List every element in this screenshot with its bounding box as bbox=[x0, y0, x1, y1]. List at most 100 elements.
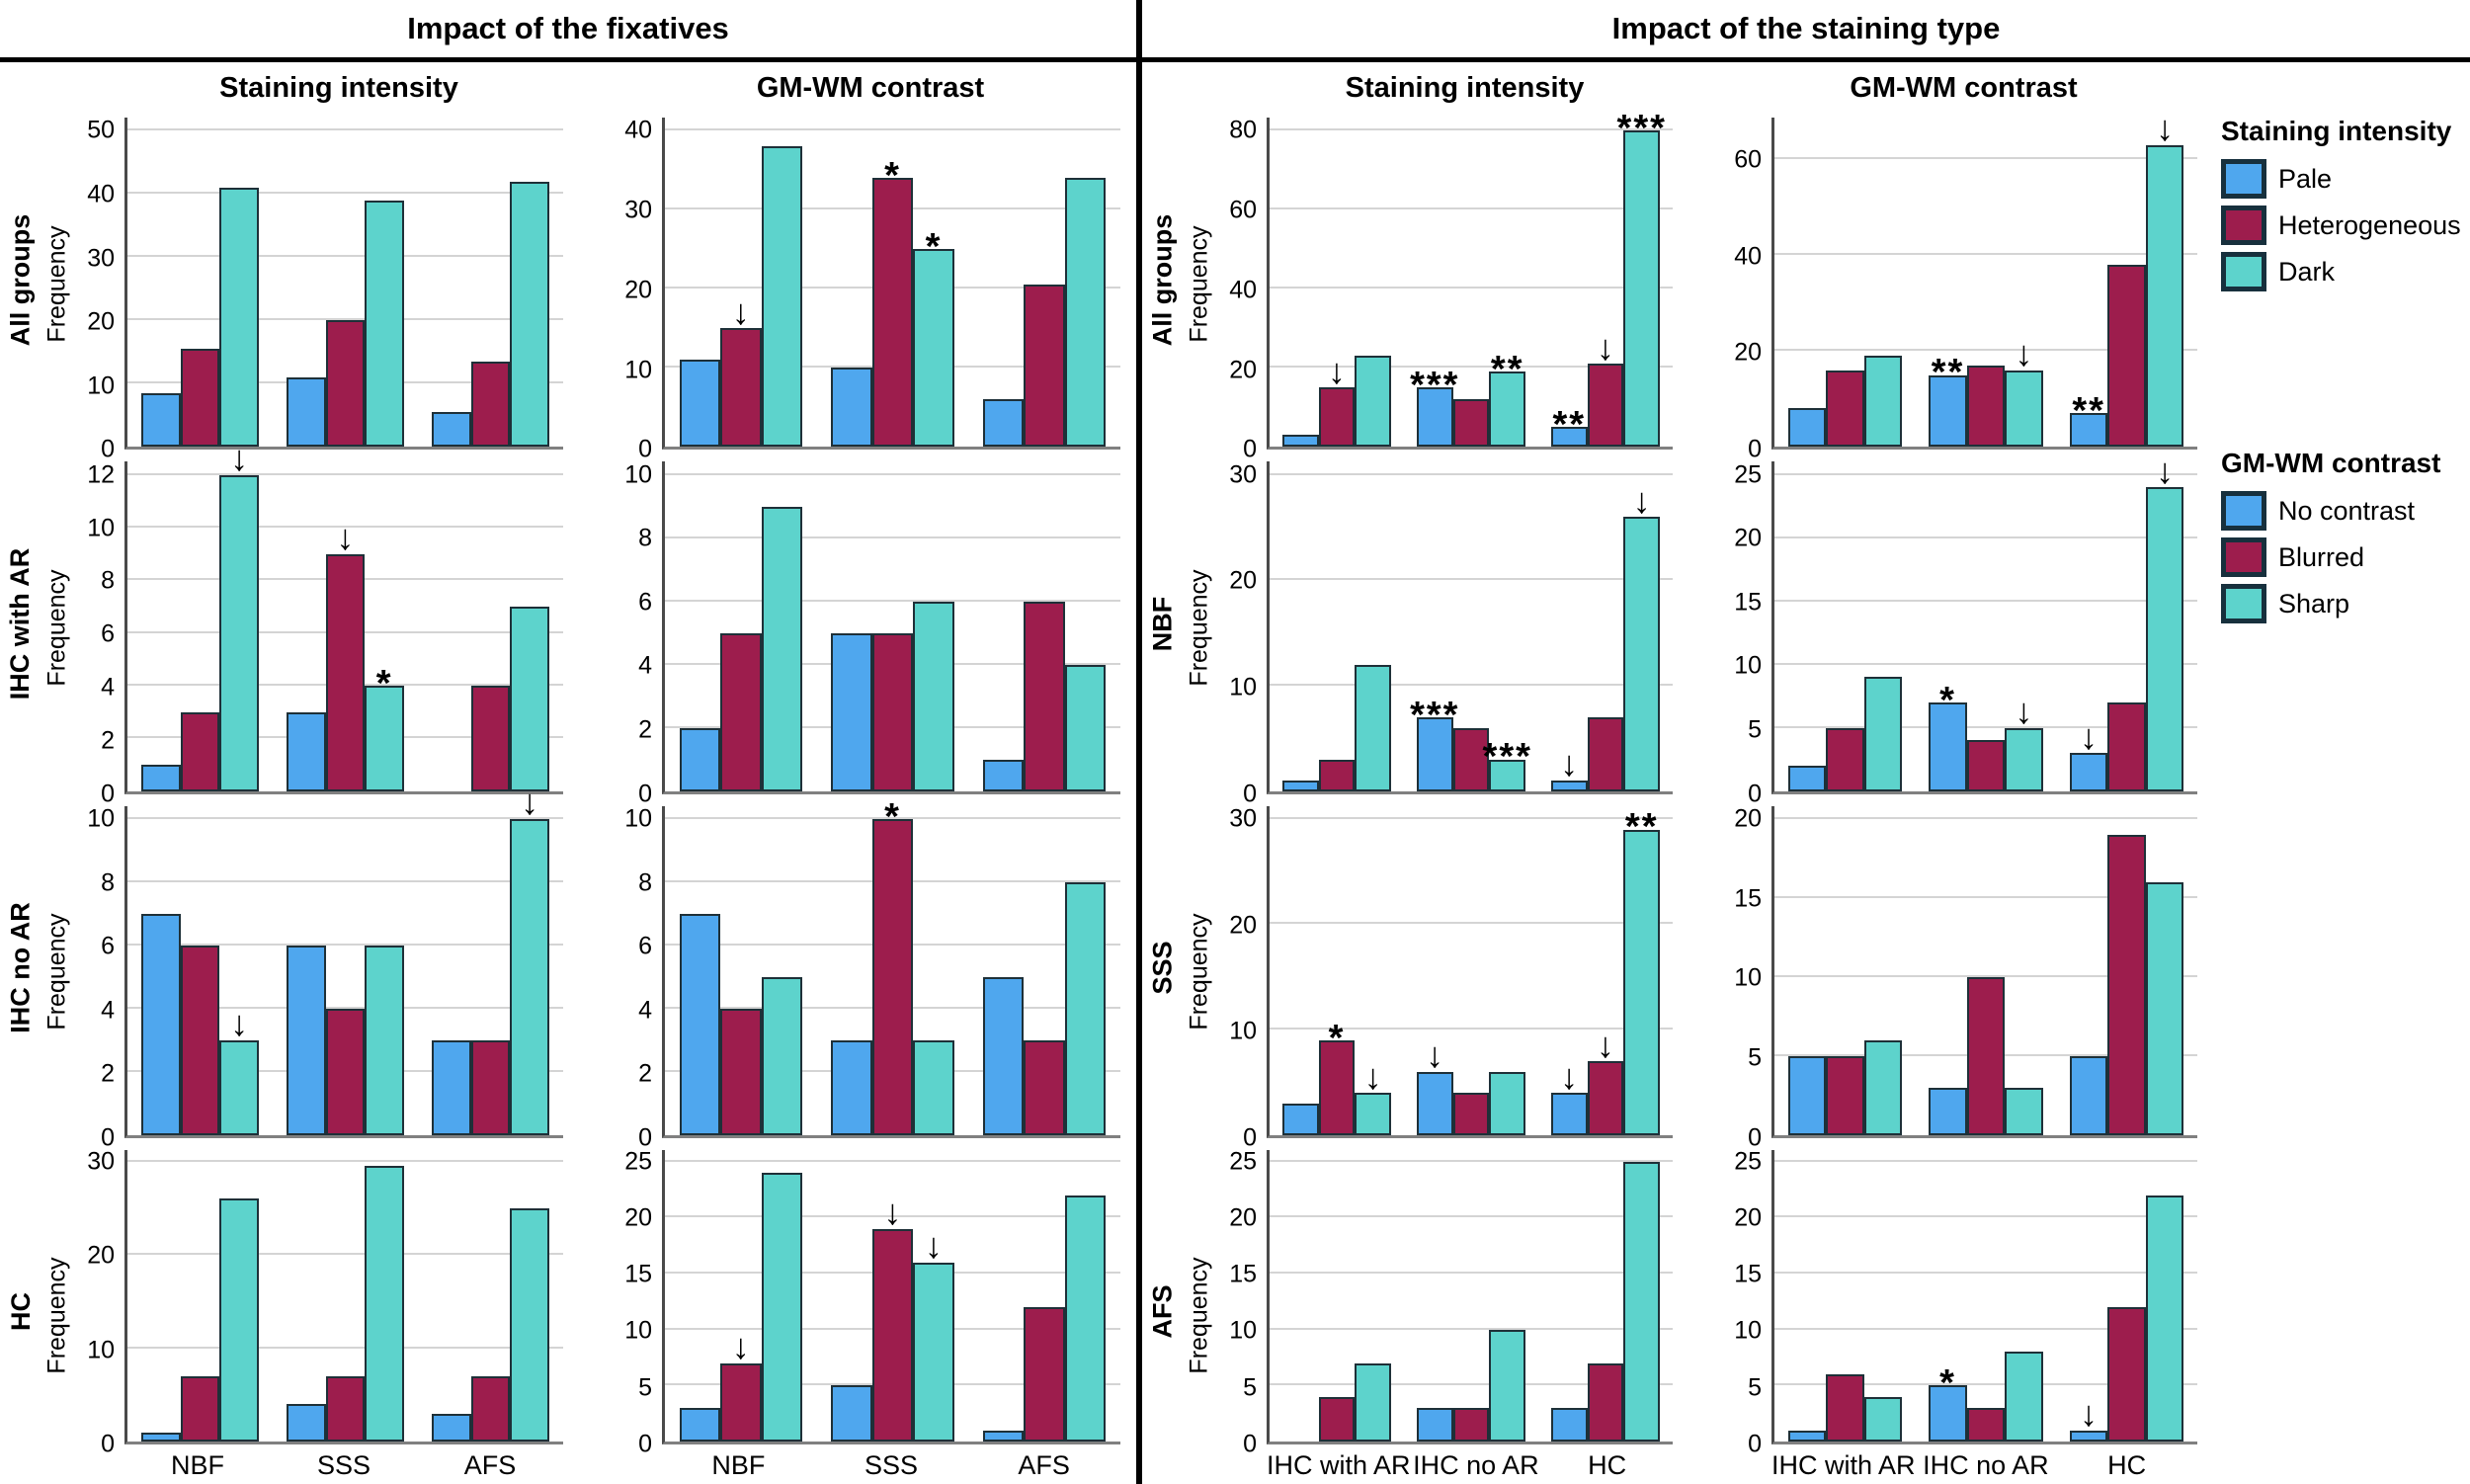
gridline bbox=[1270, 128, 1673, 131]
chart-panel: Frequency 0 10 20 30 *** *** ↓ ↓ bbox=[1184, 452, 1688, 806]
y-tick-label: 0 bbox=[101, 1123, 115, 1152]
bar bbox=[1024, 285, 1065, 448]
y-tick-label: 5 bbox=[1748, 1373, 1762, 1402]
bar-groups: *** *** ↓ ↓ bbox=[1270, 461, 1673, 791]
plot-zone: 0 2 4 6 8 10 ↓ ↓ bbox=[73, 784, 563, 1150]
significance-annotation: ↓ bbox=[336, 517, 355, 558]
y-tick-label: 2 bbox=[101, 1059, 115, 1088]
y-axis-ticks: 0 2 4 6 8 10 bbox=[611, 461, 662, 806]
bar: ↓ bbox=[325, 519, 366, 791]
significance-annotation: ↓ bbox=[2156, 108, 2175, 149]
column-header-contrast: GM-WM contrast bbox=[756, 72, 985, 104]
x-tick-label: NBF bbox=[171, 1450, 224, 1480]
x-axis-labels: NBF SSS AFS bbox=[73, 1444, 563, 1482]
significance-annotation: ↓ bbox=[2156, 451, 2175, 491]
plot-zone: 0 20 40 60 ** ↓ ** ↓ bbox=[1720, 111, 2197, 461]
x-tick-label: IHC with AR bbox=[1267, 1450, 1411, 1480]
bar bbox=[2005, 1352, 2043, 1442]
bar bbox=[510, 181, 550, 448]
y-tick-label: 0 bbox=[1243, 1123, 1257, 1152]
significance-annotation: ** bbox=[1490, 348, 1524, 390]
bar bbox=[1966, 365, 2006, 448]
section-staining-type: Impact of the staining type Staining int… bbox=[1142, 0, 2470, 1484]
category-group: ↓ ↓ bbox=[817, 1150, 969, 1442]
bar bbox=[286, 376, 326, 448]
gridline bbox=[1270, 366, 1673, 369]
y-axis-ticks: 0 10 20 30 40 50 bbox=[73, 118, 124, 461]
chart-panel: 0 10 20 30 40 ↓ * * bbox=[579, 108, 1136, 461]
section-body: Staining intensity GM-WM contrast All gr… bbox=[1142, 62, 2470, 1484]
column-header-staining: Staining intensity bbox=[219, 72, 458, 104]
y-tick-label: 0 bbox=[1243, 780, 1257, 807]
bar bbox=[1966, 740, 2006, 791]
bar bbox=[180, 711, 220, 791]
bar bbox=[982, 976, 1025, 1135]
gridline bbox=[1774, 974, 2197, 977]
significance-annotation: *** bbox=[1410, 694, 1460, 736]
category-group: ↓ bbox=[1404, 806, 1538, 1135]
category-group: ↓ ↓ ** bbox=[1538, 806, 1673, 1135]
bar-groups: ** ↓ ** ↓ bbox=[1774, 111, 2197, 448]
bar: ↓ bbox=[1623, 482, 1661, 791]
bar bbox=[1966, 976, 2006, 1135]
category-group: * bbox=[817, 797, 969, 1135]
chart-row: HC Frequency 0 10 20 30 NBF SSS AFS 0 5 10 15 20 25 ↓ ↓ ↓… bbox=[0, 1140, 1136, 1484]
category-group bbox=[273, 806, 418, 1135]
plot-zone: 0 2 4 6 8 10 * bbox=[611, 797, 1120, 1150]
chart-panel: Frequency 0 2 4 6 8 10 ↓ ↓ bbox=[41, 784, 579, 1150]
bar bbox=[679, 1408, 721, 1442]
panel-spacer bbox=[1708, 461, 1720, 793]
row-group-label-text: IHC no AR bbox=[5, 902, 36, 1033]
y-tick-label: 4 bbox=[101, 673, 115, 701]
row-group-label: All groups bbox=[1142, 108, 1184, 452]
plot-area bbox=[124, 118, 563, 451]
bar bbox=[1929, 1087, 1967, 1135]
category-group: * * bbox=[817, 118, 969, 448]
y-tick-label: 0 bbox=[638, 435, 652, 463]
gridline bbox=[127, 318, 563, 321]
gridline bbox=[127, 128, 563, 131]
gridline bbox=[1270, 287, 1673, 289]
bar bbox=[510, 1207, 550, 1442]
bar bbox=[720, 632, 762, 791]
y-tick-label: 0 bbox=[101, 435, 115, 463]
bar-groups: * ↓ ↓ ↓ ↓ ** bbox=[1270, 806, 1673, 1135]
y-tick-label: 0 bbox=[638, 780, 652, 807]
bar bbox=[1416, 1408, 1453, 1442]
plot-area: ↓ *** ** ** ↓ *** bbox=[1267, 110, 1673, 451]
plot-area: ↓ ↓ ↓ bbox=[662, 1149, 1120, 1444]
category-group: ** ↓ *** bbox=[1538, 110, 1673, 448]
y-tick-label: 6 bbox=[638, 932, 652, 960]
plot-area: * ↓ ↓ ↓ ↓ ** bbox=[1267, 805, 1673, 1138]
bar: ↓ bbox=[2145, 453, 2184, 791]
category-group bbox=[665, 806, 817, 1135]
gridline bbox=[127, 943, 563, 946]
gridline bbox=[665, 599, 1120, 602]
category-group bbox=[273, 1150, 418, 1442]
category-group bbox=[1538, 1150, 1673, 1442]
section-title: Impact of the staining type bbox=[1142, 0, 2470, 62]
panel-body: 0 5 10 15 20 25 IHC with AR IHC no AR HC bbox=[1215, 1149, 1673, 1482]
y-axis-title-text: Frequency bbox=[1185, 225, 1213, 343]
panel-spacer bbox=[1708, 806, 1720, 1138]
y-tick-label: 40 bbox=[1229, 276, 1257, 304]
chart-panel: 0 20 40 60 ** ↓ ** ↓ bbox=[1688, 108, 2213, 461]
category-group bbox=[418, 118, 563, 448]
vertical-divider bbox=[1136, 0, 1142, 1484]
panel-body: 0 2 4 6 8 10 bbox=[611, 461, 1120, 806]
legend: Staining intensity Pale Heterogeneous Da… bbox=[2213, 62, 2470, 1484]
panel-spacer bbox=[599, 806, 611, 1138]
y-tick-label: 5 bbox=[1243, 1373, 1257, 1402]
y-tick-label: 30 bbox=[1229, 804, 1257, 833]
y-tick-label: 4 bbox=[638, 996, 652, 1025]
chart-row: NBF Frequency 0 10 20 30 *** *** ↓ ↓ 0 5 10 15 20 25 * ↓ ↓… bbox=[1142, 452, 2213, 806]
row-group-label-text: HC bbox=[5, 1292, 36, 1332]
category-group bbox=[1270, 461, 1404, 791]
bar-groups bbox=[127, 118, 563, 448]
category-group bbox=[968, 118, 1120, 448]
bar bbox=[761, 1172, 803, 1442]
significance-annotation: ** bbox=[1552, 403, 1587, 446]
chart-row: IHC with AR Frequency 0 2 4 6 8 10 12 ↓ ↓ * 0 2 4 6 8 10 bbox=[0, 440, 1136, 806]
bar: ** bbox=[1489, 351, 1526, 448]
chart-row: All groups Frequency 0 10 20 30 40 50 0 10 20 30 40 ↓… bbox=[0, 108, 1136, 461]
